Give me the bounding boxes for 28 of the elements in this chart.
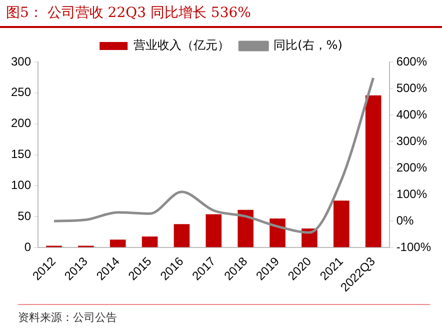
legend-label: 同比(右，%)	[274, 38, 342, 52]
bar	[238, 210, 254, 248]
y-tick-label: 200	[10, 116, 32, 130]
bar	[142, 236, 158, 248]
bar	[206, 214, 222, 248]
y2-tick-label: -100%	[396, 240, 432, 254]
chart-title: 图5： 公司营收 22Q3 同比增长 536%	[6, 4, 251, 22]
bar	[270, 218, 286, 248]
y2-tick-label: 200%	[396, 160, 428, 174]
y-tick-label: 150	[10, 147, 32, 162]
legend-label: 营业收入（亿元）	[134, 38, 230, 52]
line-series	[52, 76, 375, 234]
y-tick-label: 300	[10, 54, 32, 68]
y2-tick-label: 0%	[396, 213, 414, 228]
y2-tick-label: 500%	[396, 80, 428, 95]
y2-tick-label: 600%	[396, 54, 428, 68]
y-tick-label: 0	[24, 240, 32, 254]
text: 资料来源：公司公告	[18, 310, 117, 325]
y-tick-label: 100	[10, 178, 32, 192]
y-tick-label: 250	[10, 85, 32, 100]
bar	[334, 200, 350, 248]
y2-tick-label: 400%	[396, 107, 428, 122]
bar	[365, 95, 382, 248]
y-tick-label: 50	[18, 208, 32, 223]
y2-tick-label: 100%	[396, 186, 428, 201]
y2-tick-label: 300%	[396, 134, 428, 148]
bar	[174, 224, 190, 248]
bar	[110, 240, 126, 248]
